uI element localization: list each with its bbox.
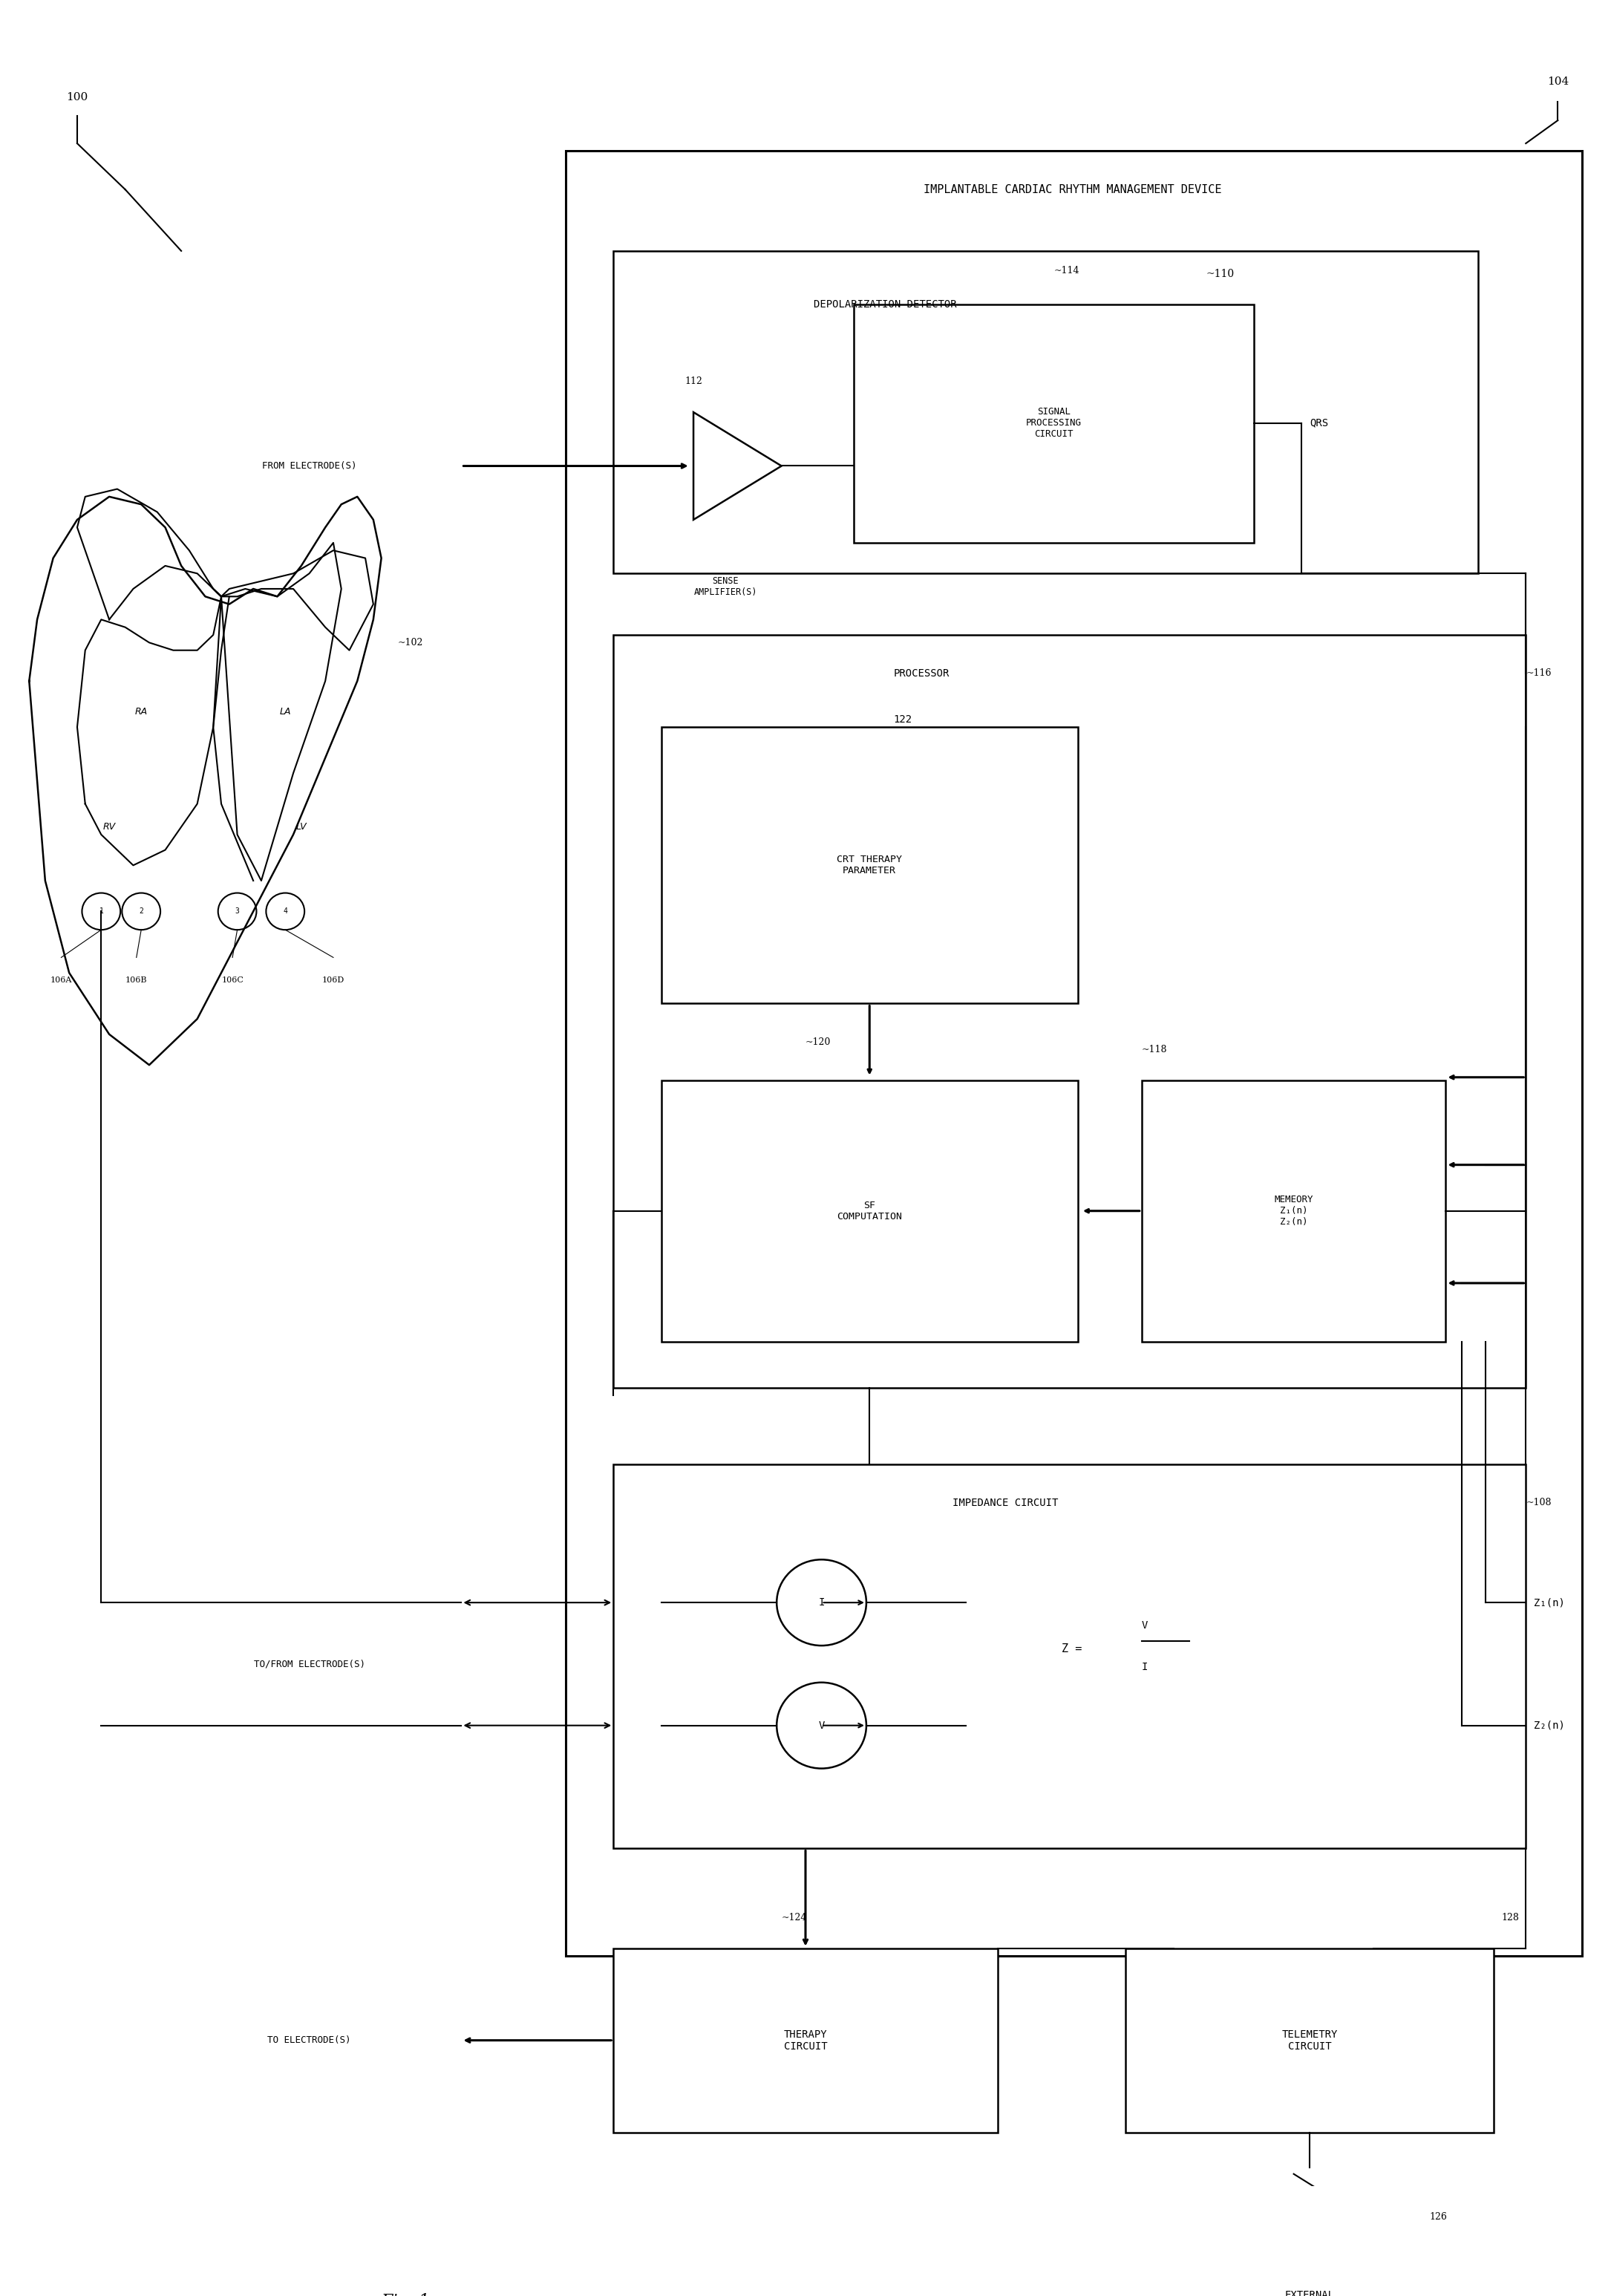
Text: 106A: 106A [50, 976, 72, 985]
Text: 106C: 106C [221, 976, 243, 985]
Text: 128: 128 [1501, 1913, 1519, 1922]
Bar [614, 636, 1526, 1387]
Text: PROCESSOR: PROCESSOR [894, 668, 949, 680]
Text: ~124: ~124 [781, 1913, 807, 1922]
Bar [1142, 1081, 1445, 1341]
Text: 4: 4 [284, 907, 287, 916]
Bar [614, 1949, 997, 2133]
Text: 3: 3 [235, 907, 240, 916]
Text: TO ELECTRODE(S): TO ELECTRODE(S) [267, 2037, 351, 2046]
Text: ~102: ~102 [398, 638, 422, 647]
Text: SIGNAL
PROCESSING
CIRCUIT: SIGNAL PROCESSING CIRCUIT [1026, 406, 1081, 439]
Text: 122: 122 [894, 714, 912, 726]
Text: ~108: ~108 [1526, 1497, 1551, 1508]
Text: EXTERNAL
DEVICE: EXTERNAL DEVICE [1286, 2289, 1334, 2296]
Bar [565, 152, 1582, 1956]
Circle shape [266, 893, 304, 930]
Text: Fig. 1: Fig. 1 [382, 2294, 430, 2296]
Circle shape [82, 893, 121, 930]
Bar [1126, 1949, 1493, 2133]
Text: QRS: QRS [1310, 418, 1329, 427]
Text: 2: 2 [139, 907, 143, 916]
Text: 126: 126 [1431, 2211, 1448, 2223]
Text: FROM ELECTRODE(S): FROM ELECTRODE(S) [263, 461, 356, 471]
Text: ~114: ~114 [1054, 266, 1079, 276]
Text: V: V [818, 1720, 825, 1731]
Text: CRT THERAPY
PARAMETER: CRT THERAPY PARAMETER [836, 854, 902, 875]
Text: SENSE
AMPLIFIER(S): SENSE AMPLIFIER(S) [694, 576, 757, 597]
Text: Z =: Z = [1062, 1644, 1089, 1653]
Text: I: I [818, 1598, 825, 1607]
Bar [1126, 2209, 1493, 2296]
Text: 1: 1 [98, 907, 103, 916]
Text: ~120: ~120 [806, 1038, 831, 1047]
Bar [662, 728, 1078, 1003]
Bar [614, 1465, 1526, 1848]
Text: SF
COMPUTATION: SF COMPUTATION [836, 1201, 902, 1221]
Text: 100: 100 [66, 92, 89, 103]
Circle shape [122, 893, 161, 930]
Text: IMPLANTABLE CARDIAC RHYTHM MANAGEMENT DEVICE: IMPLANTABLE CARDIAC RHYTHM MANAGEMENT DE… [923, 184, 1221, 195]
Text: LA: LA [280, 707, 292, 716]
Text: 106D: 106D [322, 976, 345, 985]
Circle shape [217, 893, 256, 930]
Bar [662, 1081, 1078, 1341]
Text: Z₁(n): Z₁(n) [1534, 1598, 1564, 1607]
Text: MEMEORY
Z₁(n)
Z₂(n): MEMEORY Z₁(n) Z₂(n) [1274, 1194, 1313, 1226]
Text: 112: 112 [685, 377, 702, 386]
Text: Z₂(n): Z₂(n) [1534, 1720, 1564, 1731]
Text: LV: LV [296, 822, 306, 831]
Bar [614, 250, 1477, 574]
Text: I: I [1142, 1662, 1149, 1671]
Text: ~116: ~116 [1526, 668, 1551, 677]
Text: RV: RV [103, 822, 116, 831]
Text: ~110: ~110 [1205, 269, 1234, 280]
Text: DEPOLARIZATION DETECTOR: DEPOLARIZATION DETECTOR [814, 298, 957, 310]
Text: ~118: ~118 [1142, 1045, 1168, 1054]
Text: RA: RA [135, 707, 148, 716]
Text: 106B: 106B [126, 976, 147, 985]
Text: 104: 104 [1547, 76, 1569, 87]
Bar [854, 305, 1253, 542]
Text: IMPEDANCE CIRCUIT: IMPEDANCE CIRCUIT [952, 1497, 1058, 1508]
Text: V: V [1142, 1621, 1149, 1630]
Text: TELEMETRY
CIRCUIT: TELEMETRY CIRCUIT [1282, 2030, 1337, 2053]
Text: TO/FROM ELECTRODE(S): TO/FROM ELECTRODE(S) [253, 1660, 366, 1669]
Text: THERAPY
CIRCUIT: THERAPY CIRCUIT [783, 2030, 828, 2053]
